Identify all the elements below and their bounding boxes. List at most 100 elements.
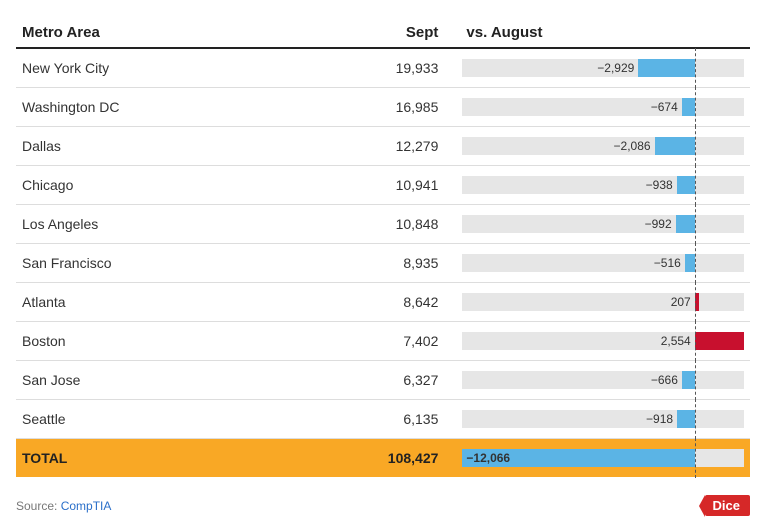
vs-chart-cell: −674 (456, 88, 750, 127)
metro-name: Washington DC (16, 88, 331, 127)
metro-name: Boston (16, 322, 331, 361)
diff-bar-cell: −992 (462, 215, 744, 233)
bar-value-label: −666 (647, 371, 682, 389)
bar-fill (682, 98, 695, 116)
zero-axis (695, 399, 696, 439)
vs-chart-cell: −2,086 (456, 127, 750, 166)
bar-value-label: −992 (641, 215, 676, 233)
bar-track (462, 137, 744, 155)
bar-value-label: 2,554 (657, 332, 695, 350)
table-row: San Francisco 8,935 −516 (16, 244, 750, 283)
zero-axis (695, 282, 696, 322)
bar-value-label: −938 (642, 176, 677, 194)
metro-name: San Jose (16, 361, 331, 400)
bar-track (462, 293, 744, 311)
table-row: Seattle 6,135 −918 (16, 400, 750, 439)
total-vs-chart-cell: −12,066 (456, 439, 750, 478)
vs-chart-cell: −516 (456, 244, 750, 283)
table-row: Boston 7,402 2,554 (16, 322, 750, 361)
diff-bar-cell: −2,929 (462, 59, 744, 77)
table-header-row: Metro Area Sept vs. August (16, 16, 750, 48)
table-row: Chicago 10,941 −938 (16, 166, 750, 205)
metro-table: Metro Area Sept vs. August New York City… (16, 16, 750, 477)
bar-fill (695, 332, 744, 350)
table-row: New York City 19,933 −2,929 (16, 48, 750, 88)
bar-track (462, 371, 744, 389)
bar-value-label: −12,066 (462, 449, 514, 467)
diff-bar-cell: −12,066 (462, 449, 744, 467)
total-sept: 108,427 (331, 439, 457, 478)
metro-name: Dallas (16, 127, 331, 166)
table-row: Dallas 12,279 −2,086 (16, 127, 750, 166)
bar-fill (655, 137, 695, 155)
brand-badge: Dice (705, 495, 750, 516)
diff-bar-cell: −918 (462, 410, 744, 428)
bar-fill (677, 176, 695, 194)
metro-name: Chicago (16, 166, 331, 205)
bar-track (462, 254, 744, 272)
table-total-row: TOTAL 108,427 −12,066 (16, 439, 750, 478)
diff-bar-cell: 207 (462, 293, 744, 311)
total-label: TOTAL (16, 439, 331, 478)
diff-bar-cell: −938 (462, 176, 744, 194)
sept-value: 6,135 (331, 400, 457, 439)
metro-name: New York City (16, 48, 331, 88)
diff-bar-cell: −516 (462, 254, 744, 272)
zero-axis (695, 48, 696, 88)
header-vs: vs. August (456, 16, 750, 48)
metro-name: Atlanta (16, 283, 331, 322)
sept-value: 10,941 (331, 166, 457, 205)
zero-axis (695, 165, 696, 205)
metro-name: Seattle (16, 400, 331, 439)
sept-value: 8,642 (331, 283, 457, 322)
vs-chart-cell: −666 (456, 361, 750, 400)
bar-value-label: −2,929 (593, 59, 638, 77)
sept-value: 16,985 (331, 88, 457, 127)
diff-bar-cell: −666 (462, 371, 744, 389)
zero-axis (695, 243, 696, 283)
bar-value-label: −674 (647, 98, 682, 116)
bar-track (462, 176, 744, 194)
source-text: Source: CompTIA (16, 499, 111, 513)
vs-chart-cell: −938 (456, 166, 750, 205)
diff-bar-cell: −674 (462, 98, 744, 116)
source-link[interactable]: CompTIA (61, 499, 112, 513)
bar-track (462, 215, 744, 233)
table-row: Los Angeles 10,848 −992 (16, 205, 750, 244)
sept-value: 12,279 (331, 127, 457, 166)
bar-fill (677, 410, 695, 428)
bar-track (462, 410, 744, 428)
vs-chart-cell: 2,554 (456, 322, 750, 361)
zero-axis (695, 360, 696, 400)
bar-fill (676, 215, 695, 233)
vs-chart-cell: −2,929 (456, 48, 750, 88)
vs-chart-cell: −918 (456, 400, 750, 439)
vs-chart-cell: 207 (456, 283, 750, 322)
bar-value-label: 207 (667, 293, 695, 311)
diff-bar-cell: 2,554 (462, 332, 744, 350)
zero-axis (695, 87, 696, 127)
sept-value: 10,848 (331, 205, 457, 244)
bar-fill (638, 59, 694, 77)
metro-name: Los Angeles (16, 205, 331, 244)
zero-axis (695, 126, 696, 166)
sept-value: 6,327 (331, 361, 457, 400)
zero-axis (695, 438, 696, 478)
sept-value: 19,933 (331, 48, 457, 88)
bar-value-label: −2,086 (610, 137, 655, 155)
zero-axis (695, 321, 696, 361)
bar-value-label: −918 (642, 410, 677, 428)
table-row: Washington DC 16,985 −674 (16, 88, 750, 127)
table-row: Atlanta 8,642 207 (16, 283, 750, 322)
sept-value: 8,935 (331, 244, 457, 283)
footer: Source: CompTIA Dice (16, 495, 750, 516)
bar-track (462, 98, 744, 116)
bar-value-label: −516 (650, 254, 685, 272)
header-metro: Metro Area (16, 16, 331, 48)
header-sept: Sept (331, 16, 457, 48)
table-row: San Jose 6,327 −666 (16, 361, 750, 400)
diff-bar-cell: −2,086 (462, 137, 744, 155)
metro-name: San Francisco (16, 244, 331, 283)
vs-chart-cell: −992 (456, 205, 750, 244)
sept-value: 7,402 (331, 322, 457, 361)
